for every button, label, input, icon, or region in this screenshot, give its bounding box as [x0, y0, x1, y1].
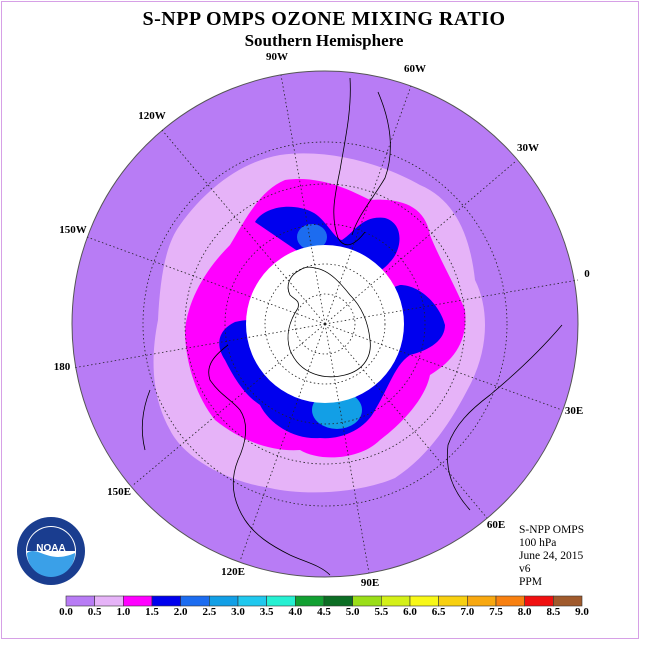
colorbar-swatch [381, 595, 411, 607]
colorbar-swatch [409, 595, 439, 607]
colorbar-tick-label: 5.5 [374, 606, 389, 618]
page-title: S-NPP OMPS OZONE MIXING RATIO [142, 8, 506, 30]
page-subtitle: Southern Hemisphere [244, 31, 404, 50]
noaa-logo: NOAA [17, 517, 85, 585]
info-units: PPM [519, 576, 543, 588]
lon-label-150w: 150W [59, 224, 87, 236]
colorbar-tick-label: 1.0 [116, 606, 131, 618]
colorbar-tick-label: 6.0 [403, 606, 417, 618]
image-frame [1, 1, 639, 639]
colorbar-tick-label: 8.0 [517, 606, 532, 618]
colorbar-tick-label: 0.0 [59, 606, 73, 618]
lon-label-120w: 120W [138, 110, 166, 122]
info-level: 100 hPa [519, 537, 557, 549]
lon-label-120e: 120E [221, 566, 245, 578]
colorbar-swatch [495, 595, 525, 607]
noaa-logo-text: NOAA [36, 543, 65, 554]
colorbar-tick-label: 8.5 [546, 606, 561, 618]
colorbar-swatch [352, 595, 382, 607]
noaa-logo-sky [27, 527, 75, 551]
lon-label-180: 180 [54, 361, 71, 373]
colorbar-swatch [553, 595, 583, 607]
lon-label-150e: 150E [107, 486, 131, 498]
new-zealand-coast [141, 389, 151, 451]
ozone-level-2.0-2.5-a [297, 224, 327, 250]
graticule [72, 74, 579, 574]
colorbar-swatch [94, 595, 124, 607]
colorbar-tick-label: 2.5 [202, 606, 217, 618]
colorbar-tick-label: 4.5 [317, 606, 331, 618]
colorbar-swatch [123, 595, 153, 607]
info-date: June 24, 2015 [519, 550, 584, 562]
colorbar-tick-label: 5.0 [345, 606, 360, 618]
colorbar-tick-label: 7.5 [489, 606, 503, 618]
colorbar-swatch [438, 595, 468, 607]
colorbar-tick-label: 7.0 [460, 606, 475, 618]
colorbar-tick-labels: 0.0 0.5 1.0 1.5 2.0 2.5 3.0 3.5 4.0 4.5 5.0 5.5 6.0 6… [0, 606, 648, 620]
info-version: v6 [519, 563, 531, 575]
colorbar-swatch [524, 595, 554, 607]
colorbar-swatch [237, 595, 267, 607]
colorbar-swatch [209, 595, 239, 607]
colorbar-swatch [180, 595, 210, 607]
antarctica-coast [287, 266, 371, 378]
colorbar-swatch [266, 595, 296, 607]
lon-label-60w: 60W [404, 63, 426, 75]
noaa-logo-wave [27, 551, 75, 577]
africa-coast [446, 324, 563, 511]
colorbar-tick-label: 4.0 [288, 606, 303, 618]
coastlines [141, 77, 563, 576]
colorbar-swatch [151, 595, 181, 607]
colorbar-swatch [65, 595, 95, 607]
map-boundary [71, 70, 579, 578]
product-info: S-NPP OMPS 100 hPa June 24, 2015 v6 PPM [519, 524, 584, 589]
lon-label-30w: 30W [517, 142, 539, 154]
south-america-coast [333, 77, 366, 246]
longitude-labels: 90W 60W 30W 0 30E 60E 90E 120E 150E 180 … [54, 51, 591, 589]
australia-coast [208, 344, 331, 576]
lon-label-90w: 90W [266, 51, 288, 63]
colorbar-tick-label: 2.0 [173, 606, 188, 618]
colorbar-swatch [295, 595, 325, 607]
colorbar-tick-label: 9.0 [575, 606, 589, 618]
info-instrument: S-NPP OMPS [519, 524, 585, 536]
south-america-east-coast [351, 91, 391, 236]
colorbar-tick-label: 0.5 [87, 606, 102, 618]
lon-label-60e: 60E [487, 519, 505, 531]
colorbar-swatch [467, 595, 497, 607]
lon-label-90e: 90E [361, 577, 379, 589]
lon-label-0: 0 [584, 268, 590, 280]
lon-label-30e: 30E [565, 405, 583, 417]
colorbar-tick-label: 6.5 [431, 606, 446, 618]
colorbar-swatch [323, 595, 353, 607]
colorbar-tick-label: 3.0 [231, 606, 245, 618]
colorbar-tick-label: 3.5 [259, 606, 274, 618]
colorbar-tick-label: 1.5 [145, 606, 159, 618]
